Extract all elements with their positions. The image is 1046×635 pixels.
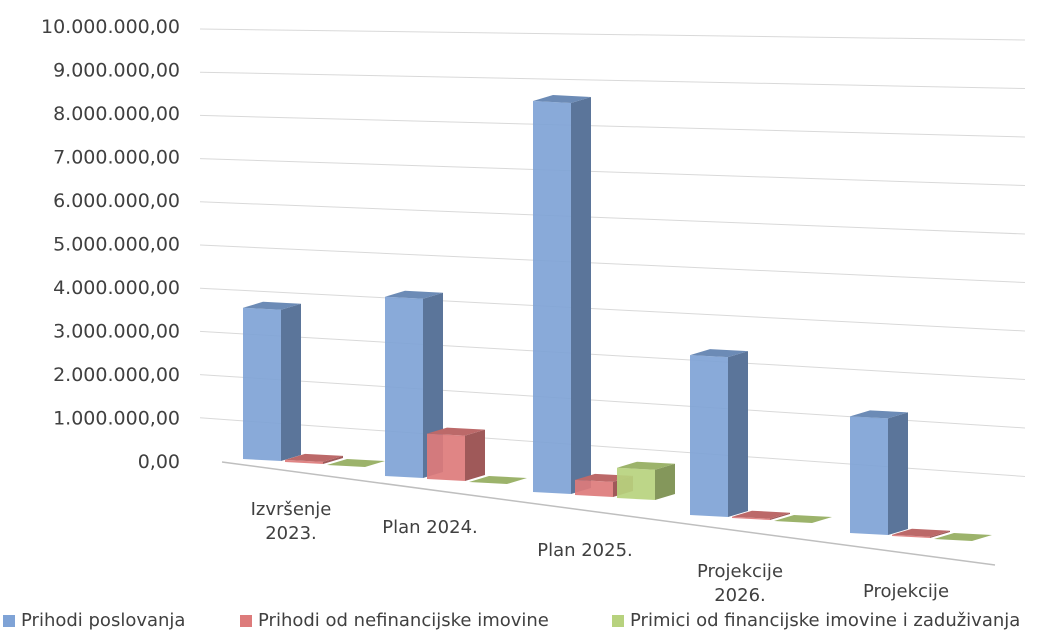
bar <box>850 410 908 535</box>
y-tick-label: 0,00 <box>138 451 180 473</box>
y-tick-label: 9.000.000,00 <box>53 60 180 82</box>
bar <box>934 533 992 541</box>
y-tick-label: 1.000.000,00 <box>53 408 180 430</box>
gridline <box>199 330 1026 380</box>
legend-label: Prihodi od nefinancijske imovine <box>258 610 549 631</box>
x-axis-categories: Izvršenje 2023. Plan 2024. Plan 2025. Projek… <box>251 499 949 603</box>
x-category-label: Izvršenje 2023. <box>251 499 332 544</box>
x-category-label: Plan 2025. <box>537 540 633 561</box>
legend-swatch <box>3 614 15 627</box>
bar <box>892 528 950 538</box>
y-tick-label: 6.000.000,00 <box>53 190 180 212</box>
bar <box>243 301 301 461</box>
gridline <box>199 114 1026 138</box>
y-tick-label: 10.000.000,00 <box>41 16 180 38</box>
y-tick-label: 4.000.000,00 <box>53 277 180 299</box>
bar <box>327 459 385 467</box>
bar <box>617 461 675 500</box>
legend-label: Primici od financijske imovine i zaduživ… <box>630 610 1021 631</box>
bar <box>690 349 748 517</box>
legend-item: Primici od financijske imovine i zaduživ… <box>612 610 1020 631</box>
bar <box>774 515 832 523</box>
bars <box>243 95 992 541</box>
x-category-label: Projekcije2027. <box>863 581 949 603</box>
gridline <box>199 201 1026 235</box>
legend: Prihodi poslovanja Prihodi od nefinancijs… <box>0 603 1046 635</box>
gridline <box>199 244 1026 283</box>
legend-label: Prihodi poslovanja <box>21 610 186 631</box>
bar <box>732 510 790 520</box>
bar <box>533 95 591 494</box>
legend-swatch <box>240 614 252 627</box>
gridline <box>199 71 1026 89</box>
gridline <box>199 287 1026 332</box>
x-category-label: Projekcije 2026. <box>697 561 783 603</box>
y-tick-label: 8.000.000,00 <box>53 103 180 125</box>
bar <box>285 453 343 464</box>
bar <box>385 290 443 478</box>
legend-item: Prihodi od nefinancijske imovine <box>240 610 549 631</box>
legend-item: Prihodi poslovanja <box>3 610 185 631</box>
chart-canvas: 0,00 1.000.000,00 2.000.000,00 3.000.000,00… <box>41 16 1026 603</box>
gridline <box>199 28 1026 41</box>
y-tick-label: 3.000.000,00 <box>53 321 180 343</box>
y-tick-label: 7.000.000,00 <box>53 147 180 169</box>
y-tick-label: 2.000.000,00 <box>53 364 180 386</box>
legend-swatch <box>612 614 624 627</box>
y-axis-ticks: 0,00 1.000.000,00 2.000.000,00 3.000.000,00… <box>41 16 180 473</box>
floor-line <box>221 461 996 566</box>
y-tick-label: 5.000.000,00 <box>53 234 180 256</box>
bar <box>427 427 485 481</box>
x-category-label: Plan 2024. <box>382 517 478 538</box>
gridlines <box>199 28 1026 566</box>
bar <box>469 476 527 484</box>
gridline <box>199 158 1026 186</box>
